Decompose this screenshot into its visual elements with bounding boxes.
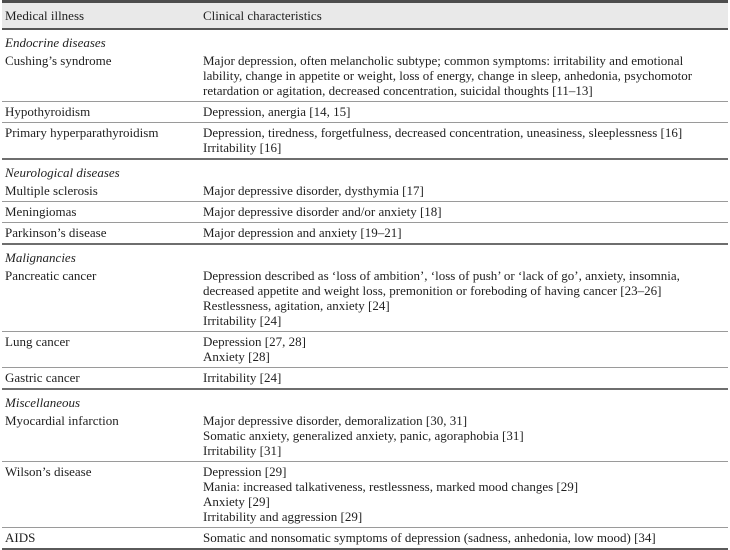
characteristics-cell: Major depression and anxiety [19–21] bbox=[203, 225, 728, 240]
table-row: Hypothyroidism Depression, anergia [14, 1… bbox=[2, 101, 728, 122]
characteristics-cell: Major depressive disorder and/or anxiety… bbox=[203, 204, 728, 219]
section-rows: Pancreatic cancer Depression described as… bbox=[2, 266, 728, 388]
characteristic-line: Depression [27, 28] bbox=[203, 334, 306, 349]
table-row: Lung cancer Depression [27, 28] Anxiety [2… bbox=[2, 331, 728, 367]
illness-cell: Wilson’s disease bbox=[5, 464, 92, 479]
characteristic-line: Irritability [16] bbox=[203, 140, 282, 155]
characteristics-cell: Irritability [24] bbox=[203, 370, 728, 385]
illness-cell: Meningiomas bbox=[5, 204, 77, 219]
illness-cell: Parkinson’s disease bbox=[5, 225, 107, 240]
section-title: Endocrine diseases bbox=[5, 35, 106, 50]
table-body: Endocrine diseases Cushing’s syndrome Majo… bbox=[2, 30, 728, 548]
characteristics-cell: Depression, anergia [14, 15] bbox=[203, 104, 728, 119]
illness-cell: Myocardial infarction bbox=[5, 413, 119, 428]
table-row: Myocardial infarction Major depressive di… bbox=[2, 411, 728, 461]
characteristic-line: Depression, tiredness, forgetfulness, de… bbox=[203, 125, 683, 140]
characteristics-cell: Major depressive disorder, dysthymia [17… bbox=[203, 183, 728, 198]
illness-cell: Multiple sclerosis bbox=[5, 183, 98, 198]
section-title: Neurological diseases bbox=[5, 165, 120, 180]
table-row: Meningiomas Major depressive disorder and… bbox=[2, 201, 728, 222]
table-row: Multiple sclerosis Major depressive disor… bbox=[2, 181, 728, 201]
characteristics-cell: Depression, tiredness, forgetfulness, de… bbox=[203, 125, 728, 155]
section-rows: Multiple sclerosis Major depressive disor… bbox=[2, 181, 728, 243]
illness-cell: Cushing’s syndrome bbox=[5, 53, 112, 68]
characteristic-line: Major depressive disorder, demoralizatio… bbox=[203, 413, 468, 428]
characteristics-cell: Major depressive disorder, demoralizatio… bbox=[203, 413, 728, 458]
section-title: Miscellaneous bbox=[5, 395, 81, 410]
characteristics-cell: Depression described as ‘loss of ambitio… bbox=[203, 268, 728, 328]
characteristic-line: Irritability [31] bbox=[203, 443, 282, 458]
illness-cell: Hypothyroidism bbox=[5, 104, 91, 119]
table-row: Pancreatic cancer Depression described as… bbox=[2, 266, 728, 331]
characteristic-line: Depression described as ‘loss of ambitio… bbox=[203, 268, 680, 298]
illness-cell: Pancreatic cancer bbox=[5, 268, 97, 283]
illness-cell: Lung cancer bbox=[5, 334, 70, 349]
characteristics-cell: Somatic and nonsomatic symptoms of depre… bbox=[203, 530, 728, 545]
table-section: Endocrine diseases Cushing’s syndrome Majo… bbox=[2, 30, 728, 158]
characteristic-line: Anxiety [29] bbox=[203, 494, 270, 509]
table-row: Primary hyperparathyroidism Depression, t… bbox=[2, 122, 728, 158]
characteristic-line: Depression, anergia [14, 15] bbox=[203, 104, 351, 119]
column-header-medical-illness: Medical illness bbox=[5, 8, 85, 23]
section-rows: Cushing’s syndrome Major depression, ofte… bbox=[2, 51, 728, 158]
characteristic-line: Major depression, often melancholic subt… bbox=[203, 53, 693, 98]
table-row: Cushing’s syndrome Major depression, ofte… bbox=[2, 51, 728, 101]
table-section: Miscellaneous Myocardial infarction Major … bbox=[2, 388, 728, 548]
table-section: Malignancies Pancreatic cancer Depression … bbox=[2, 243, 728, 388]
characteristic-line: Depression [29] bbox=[203, 464, 287, 479]
table-header-row: Medical illness Clinical characteristics bbox=[2, 0, 728, 30]
characteristic-line: Major depressive disorder and/or anxiety… bbox=[203, 204, 442, 219]
table-row: Wilson’s disease Depression [29] Mania: in… bbox=[2, 461, 728, 527]
section-rows: Myocardial infarction Major depressive di… bbox=[2, 411, 728, 548]
characteristics-cell: Depression [27, 28] Anxiety [28] bbox=[203, 334, 728, 364]
characteristic-line: Somatic anxiety, generalized anxiety, pa… bbox=[203, 428, 524, 443]
illness-cell: Gastric cancer bbox=[5, 370, 80, 385]
characteristics-cell: Major depression, often melancholic subt… bbox=[203, 53, 728, 98]
illness-cell: Primary hyperparathyroidism bbox=[5, 125, 159, 140]
table-row: Parkinson’s disease Major depression and … bbox=[2, 222, 728, 243]
characteristic-line: Major depressive disorder, dysthymia [17… bbox=[203, 183, 424, 198]
characteristic-line: Somatic and nonsomatic symptoms of depre… bbox=[203, 530, 656, 545]
characteristic-line: Irritability [24] bbox=[203, 370, 282, 385]
characteristics-cell: Depression [29] Mania: increased talkativ… bbox=[203, 464, 728, 524]
characteristic-line: Irritability [24] bbox=[203, 313, 282, 328]
illness-cell: AIDS bbox=[5, 530, 36, 545]
characteristic-line: Major depression and anxiety [19–21] bbox=[203, 225, 402, 240]
characteristic-line: Mania: increased talkativeness, restless… bbox=[203, 479, 579, 494]
characteristic-line: Anxiety [28] bbox=[203, 349, 270, 364]
characteristic-line: Irritability and aggression [29] bbox=[203, 509, 363, 524]
column-header-clinical-characteristics: Clinical characteristics bbox=[203, 8, 322, 23]
characteristic-line: Restlessness, agitation, anxiety [24] bbox=[203, 298, 390, 313]
table-row: Gastric cancer Irritability [24] bbox=[2, 367, 728, 388]
table-row: AIDS Somatic and nonsomatic symptoms of d… bbox=[2, 527, 728, 548]
table-section: Neurological diseases Multiple sclerosis M… bbox=[2, 158, 728, 243]
section-title: Malignancies bbox=[5, 250, 76, 265]
